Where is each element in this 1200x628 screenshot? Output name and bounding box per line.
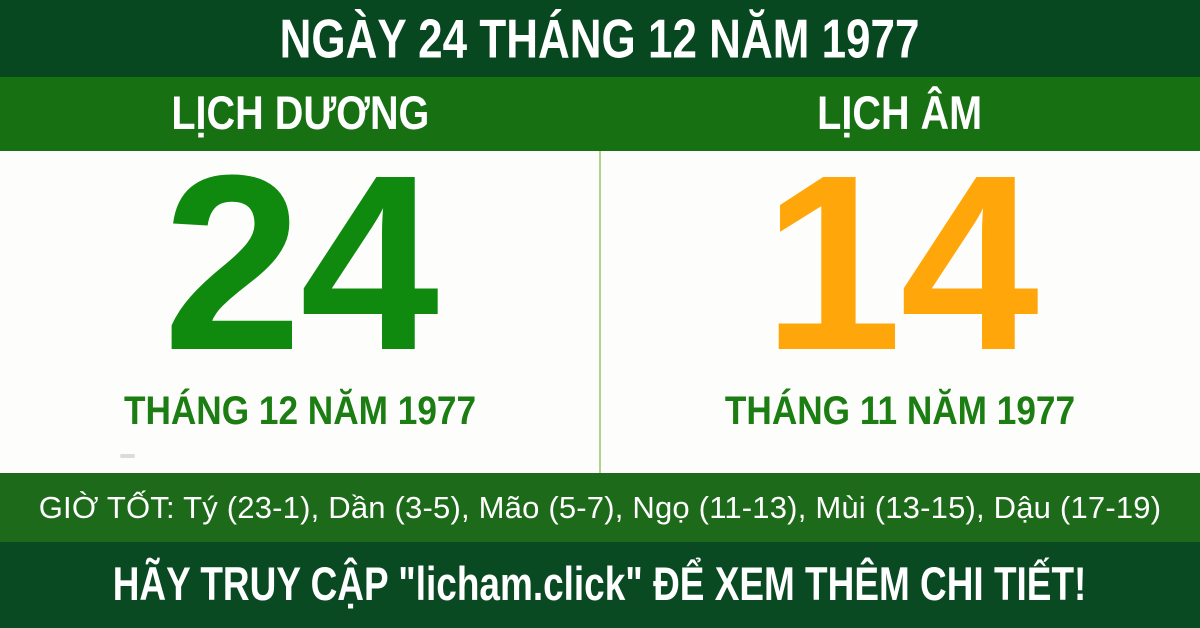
lunar-panel: 14 THÁNG 11 NĂM 1977 <box>600 123 1200 473</box>
footer-cta-text: HÃY TRUY CẬP "licham.click" ĐỂ XEM THÊM … <box>113 558 1087 611</box>
solar-header-label: LỊCH DƯƠNG <box>170 87 430 140</box>
calendar-type-row: LỊCH DƯƠNG LỊCH ÂM <box>0 77 1200 151</box>
calendar-body: 24 THÁNG 12 NĂM 1977 14 THÁNG 11 NĂM 197… <box>0 123 1200 473</box>
solar-panel: 24 THÁNG 12 NĂM 1977 <box>0 123 600 473</box>
column-divider <box>599 151 601 473</box>
lunar-column-header: LỊCH ÂM <box>600 77 1200 151</box>
solar-month-label: THÁNG 12 NĂM 1977 <box>123 389 477 433</box>
good-hours-text: GIỜ TỐT: Tý (23-1), Dần (3-5), Mão (5-7)… <box>38 489 1162 525</box>
good-hours-bar: GIỜ TỐT: Tý (23-1), Dần (3-5), Mão (5-7)… <box>0 473 1200 542</box>
solar-day-number: 24 <box>162 123 439 402</box>
page-title: NGÀY 24 THÁNG 12 NĂM 1977 <box>280 7 920 70</box>
lunar-header-label: LỊCH ÂM <box>817 87 983 140</box>
artifact-mark <box>120 454 135 458</box>
date-header-bar: NGÀY 24 THÁNG 12 NĂM 1977 <box>0 0 1200 77</box>
footer-cta-bar: HÃY TRUY CẬP "licham.click" ĐỂ XEM THÊM … <box>0 542 1200 628</box>
solar-column-header: LỊCH DƯƠNG <box>0 77 600 151</box>
lunar-month-label: THÁNG 11 NĂM 1977 <box>724 389 1076 433</box>
lunar-day-number: 14 <box>762 123 1039 402</box>
